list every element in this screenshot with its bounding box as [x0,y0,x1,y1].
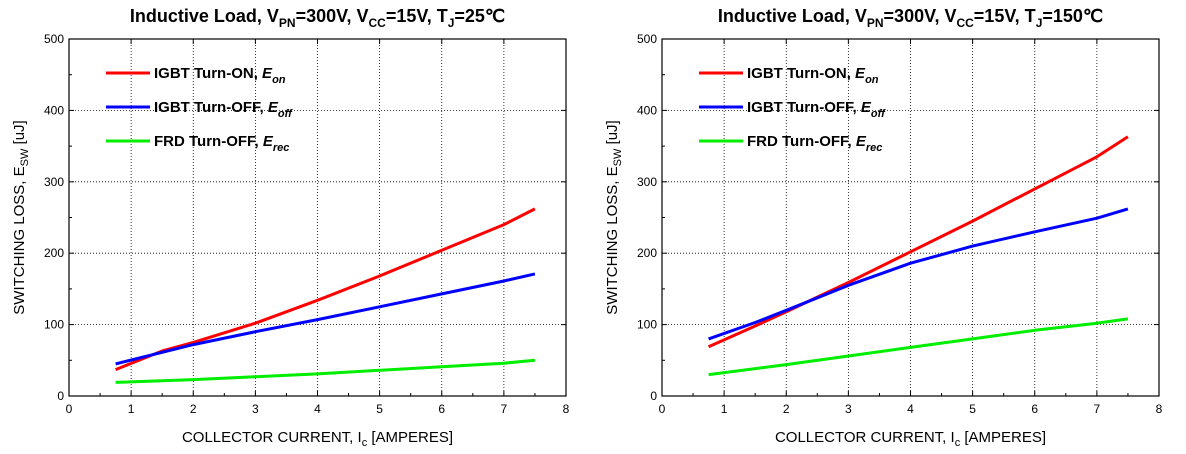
x-tick-label: 2 [783,402,790,416]
x-tick-label: 6 [1031,402,1038,416]
x-tick-label: 5 [376,402,383,416]
y-axis-label: SWITCHING LOSS, ESW [uJ] [604,120,624,314]
x-tick-label: 1 [128,402,135,416]
y-tick-label: 300 [637,175,657,189]
legend-label-off: IGBT Turn-OFF, Eoff [747,99,886,120]
y-tick-label: 100 [44,318,64,332]
y-tick-label: 400 [637,103,657,117]
x-tick-label: 8 [563,402,570,416]
series-line-on [707,135,1129,349]
legend-label-on: IGBT Turn-ON, Eon [154,65,286,86]
y-tick-label: 500 [44,32,64,46]
legend: IGBT Turn-ON, Eon IGBT Turn-OFF, Eoff FRD … [699,65,886,154]
grid [662,39,1159,396]
x-tick-label: 4 [314,402,321,416]
x-tick-label: 0 [659,402,666,416]
x-axis-label: COLLECTOR CURRENT, Ic [AMPERES] [775,429,1046,449]
x-tick-label: 2 [190,402,197,416]
y-tick-label: 200 [44,246,64,260]
x-tick-label: 7 [501,402,508,416]
series-line-off [708,207,1129,341]
x-tick-label: 8 [1156,402,1163,416]
chart-left-svg: Inductive Load, VPN=300V, VCC=15V, TJ=25… [11,6,570,449]
y-tick-label: 0 [650,389,657,403]
series-line-rec [115,358,536,384]
legend-label-rec: FRD Turn-OFF, Erec [154,133,289,154]
x-tick-label: 7 [1094,402,1101,416]
x-tick-label: 1 [721,402,728,416]
legend-label-off: IGBT Turn-OFF, Eoff [154,99,293,120]
x-axis-label: COLLECTOR CURRENT, Ic [AMPERES] [182,429,453,449]
chart-left: Inductive Load, VPN=300V, VCC=15V, TJ=25… [11,6,570,449]
y-axis-label: SWITCHING LOSS, ESW [uJ] [11,120,31,314]
x-tick-label: 3 [252,402,259,416]
y-tick-label: 0 [57,389,64,403]
series-line-rec [708,317,1129,377]
legend-label-on: IGBT Turn-ON, Eon [747,65,879,86]
grid [69,39,566,396]
y-tick-label: 300 [44,175,64,189]
y-tick-label: 400 [44,103,64,117]
chart-title: Inductive Load, VPN=300V, VCC=15V, TJ=25… [130,6,505,30]
series-line-off [115,272,536,366]
chart-right: Inductive Load, VPN=300V, VCC=15V, TJ=15… [593,0,1186,454]
legend: IGBT Turn-ON, Eon IGBT Turn-OFF, Eoff FRD … [106,65,293,154]
y-tick-label: 100 [637,318,657,332]
chart-title: Inductive Load, VPN=300V, VCC=15V, TJ=15… [718,6,1103,30]
chart-right-svg: Inductive Load, VPN=300V, VCC=15V, TJ=15… [604,6,1163,449]
x-tick-label: 3 [845,402,852,416]
x-tick-label: 0 [66,402,73,416]
y-tick-label: 200 [637,246,657,260]
series-line-on [115,207,536,371]
legend-label-rec: FRD Turn-OFF, Erec [747,133,882,154]
y-tick-label: 500 [637,32,657,46]
x-tick-label: 4 [907,402,914,416]
x-tick-label: 6 [438,402,445,416]
x-tick-label: 5 [969,402,976,416]
